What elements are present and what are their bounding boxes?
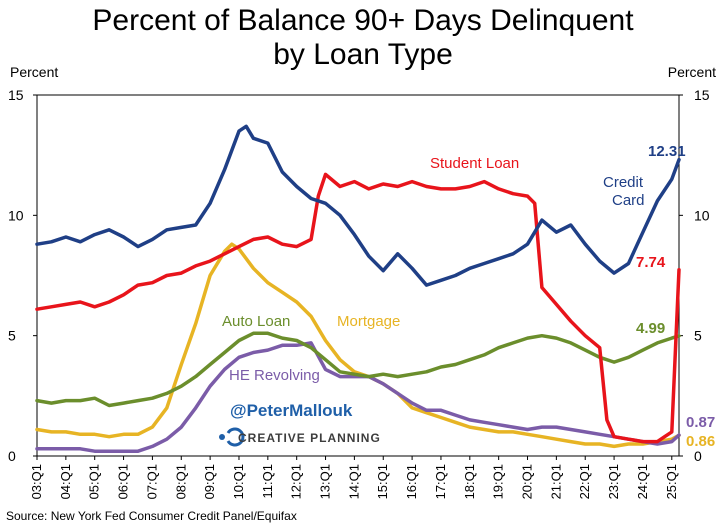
y-axis-unit-left: Percent [10,64,58,80]
x-tick-label: 21:Q1 [548,464,563,499]
source-note: Source: New York Fed Consumer Credit Pan… [6,509,297,523]
credit-card-label-line2: Card [612,192,645,209]
x-tick-label: 06:Q1 [116,464,131,499]
series-lines [35,124,681,453]
auto-loan-label: Auto Loan [222,313,290,330]
chart-title-line2: by Loan Type [273,38,453,71]
x-tick-label: 16:Q1 [404,464,419,499]
x-tick-label: 10:Q1 [231,464,246,499]
x-tick-label: 12:Q1 [289,464,304,499]
auto-loan-end-value: 4.99 [636,320,665,337]
x-tick-label: 04:Q1 [58,464,73,499]
y-tick-label-right: 10 [694,207,710,223]
student-loan-label: Student Loan [430,155,519,172]
x-tick-label: 08:Q1 [173,464,188,499]
student-loan-end-value: 7.74 [636,254,666,271]
x-tick-label: 05:Q1 [87,464,102,499]
mortgage-line [35,242,681,449]
x-tick-label: 07:Q1 [144,464,159,499]
he-revolving-label: HE Revolving [229,367,320,384]
x-tick-label: 22:Q1 [577,464,592,499]
x-tick-label: 19:Q1 [491,464,506,499]
creative-planning-logo-icon [219,427,245,447]
y-ticks-left: 0 5 10 15 [8,87,37,464]
y-tick-label-left: 5 [8,328,16,344]
auto-loan-line [35,331,681,408]
y-tick-label-left: 10 [8,207,24,223]
x-tick-label: 11:Q1 [260,464,275,498]
mortgage-label: Mortgage [337,313,400,330]
y-tick-label-left: 15 [8,87,24,103]
x-tick-label: 25:Q1 [664,464,679,499]
x-tick-label: 14:Q1 [346,464,361,499]
y-tick-label-right: 5 [694,328,702,344]
x-axis-ticks: 03:Q1 04:Q1 05:Q1 06:Q1 07:Q1 08:Q1 09:Q1 10:Q1… [29,456,679,499]
y-axis-unit-right: Percent [668,64,716,80]
credit-card-end-value: 12.31 [648,143,686,160]
chart-title-line1: Percent of Balance 90+ Days Delinquent [92,4,634,37]
credit-card-label-line1: Credit [603,174,644,191]
y-tick-label-left: 0 [8,448,16,464]
y-tick-label-right: 15 [694,87,710,103]
student-loan-line [35,172,681,444]
mortgage-end-value: 0.86 [686,433,715,450]
x-tick-label: 23:Q1 [606,464,621,499]
x-tick-label: 13:Q1 [318,464,333,499]
x-tick-label: 24:Q1 [635,464,650,499]
x-tick-label: 20:Q1 [520,464,535,499]
x-tick-label: 15:Q1 [375,464,390,499]
y-tick-label-right: 0 [694,448,702,464]
x-tick-label: 17:Q1 [433,464,448,499]
watermark-brand: CREATIVE PLANNING [238,431,381,445]
credit-card-line [35,124,681,287]
x-tick-label: 18:Q1 [462,464,477,499]
x-tick-label: 03:Q1 [29,464,44,499]
y-ticks-right: 0 5 10 15 [679,87,710,464]
watermark-handle: @PeterMallouk [230,401,353,420]
he-revolving-end-value: 0.87 [686,414,715,431]
x-tick-label: 09:Q1 [202,464,217,499]
